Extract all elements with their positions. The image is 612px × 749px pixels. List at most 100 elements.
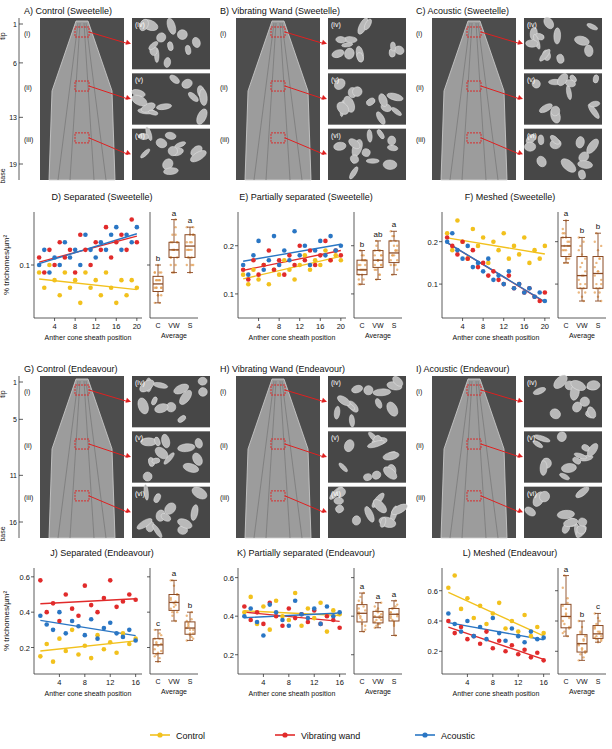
data-point xyxy=(277,263,282,268)
x-tick-label: 12 xyxy=(92,322,100,331)
significance-letter: a xyxy=(392,220,397,229)
box xyxy=(577,635,587,652)
whisker-lower xyxy=(394,621,395,635)
y-tick xyxy=(439,590,442,591)
box xyxy=(373,251,383,268)
trichome xyxy=(363,505,376,523)
image-label: (i) xyxy=(220,30,226,38)
whisker-lower xyxy=(362,622,363,632)
y-tick xyxy=(235,245,238,246)
box-point xyxy=(361,619,363,621)
zoom-box xyxy=(75,439,89,449)
x-tick-label: 4 xyxy=(256,322,260,331)
whisker-upper xyxy=(362,251,363,261)
whisker-lower xyxy=(566,257,567,263)
significance-letter: a xyxy=(172,209,177,218)
data-point xyxy=(78,301,83,306)
data-point xyxy=(484,637,489,642)
box-y-tick xyxy=(351,577,354,578)
data-point xyxy=(280,624,285,629)
data-point xyxy=(83,248,88,253)
data-point xyxy=(297,263,302,268)
data-point xyxy=(543,299,548,304)
data-point xyxy=(280,618,285,623)
y-tick xyxy=(439,284,442,285)
data-point xyxy=(274,598,279,603)
significance-letter: a xyxy=(564,209,569,218)
box-point xyxy=(378,273,380,275)
data-point xyxy=(313,263,318,268)
data-point xyxy=(460,256,465,261)
y-axis-title: % trichomes/µm² xyxy=(2,235,11,296)
trend-line xyxy=(243,250,341,270)
data-point xyxy=(102,626,107,631)
trichome xyxy=(190,485,209,502)
x-tick xyxy=(503,318,504,321)
box-axis-title: Average xyxy=(365,688,391,696)
data-point xyxy=(535,625,540,630)
box xyxy=(577,257,587,289)
panel-title: C) Acoustic (Sweetelle) xyxy=(416,6,509,16)
arrow xyxy=(481,444,520,457)
trend-line xyxy=(40,641,135,651)
data-point xyxy=(104,225,109,230)
box-point xyxy=(186,264,188,266)
ruler-tick xyxy=(19,164,23,165)
significance-letter: c xyxy=(596,602,600,611)
significance-letter: a xyxy=(360,582,365,591)
trichome xyxy=(162,501,178,517)
data-point xyxy=(450,244,455,249)
trichome xyxy=(154,402,170,414)
data-point xyxy=(73,278,78,283)
whisker-lower xyxy=(362,275,363,285)
trichome xyxy=(391,374,405,388)
data-point xyxy=(267,248,272,253)
box-y-tick xyxy=(555,651,558,652)
data-point xyxy=(108,640,113,645)
arrow-head xyxy=(321,398,327,403)
image-panel: I) Acoustic (Endeavour)(i)(iv)(ii)(v)(ii… xyxy=(416,364,602,539)
box-point xyxy=(566,597,568,599)
data-point xyxy=(537,256,542,261)
box-point xyxy=(158,279,160,281)
trichome xyxy=(555,72,569,88)
trichome xyxy=(185,45,192,55)
image-label: (iv) xyxy=(135,379,145,387)
data-point xyxy=(503,626,508,631)
x-tick xyxy=(340,318,341,321)
data-point xyxy=(323,253,328,258)
box-point xyxy=(584,270,586,272)
data-point xyxy=(261,633,266,638)
trichome xyxy=(379,517,386,528)
anther-cone xyxy=(245,379,311,538)
box-median xyxy=(153,283,163,284)
box-point xyxy=(362,254,364,256)
significance-letter: b xyxy=(596,222,601,231)
image-label: (vi) xyxy=(135,490,145,498)
trichome xyxy=(383,160,397,170)
image-label: (vi) xyxy=(331,132,341,140)
image-panel: H) Vibrating Wand (Endeavour)(i)(iv)(ii)… xyxy=(220,364,409,538)
box-point xyxy=(598,291,600,293)
data-point xyxy=(47,270,52,275)
trichome xyxy=(538,102,554,115)
box-point xyxy=(568,253,570,255)
box-axis-title: Average xyxy=(569,688,595,696)
data-point xyxy=(246,277,251,282)
data-point xyxy=(318,622,323,627)
trichome xyxy=(526,40,539,48)
ruler-tick xyxy=(19,419,23,420)
trichome xyxy=(362,384,375,397)
arrow xyxy=(481,32,520,44)
box-median xyxy=(373,616,383,617)
data-point xyxy=(516,629,521,634)
box xyxy=(373,611,383,623)
data-point xyxy=(256,277,261,282)
data-point xyxy=(293,616,298,621)
box-point xyxy=(174,264,176,266)
box-point xyxy=(595,262,597,264)
box-category-label: C xyxy=(359,322,364,329)
trichome xyxy=(549,134,561,146)
data-point xyxy=(267,602,272,607)
box-y-tick xyxy=(147,612,150,613)
